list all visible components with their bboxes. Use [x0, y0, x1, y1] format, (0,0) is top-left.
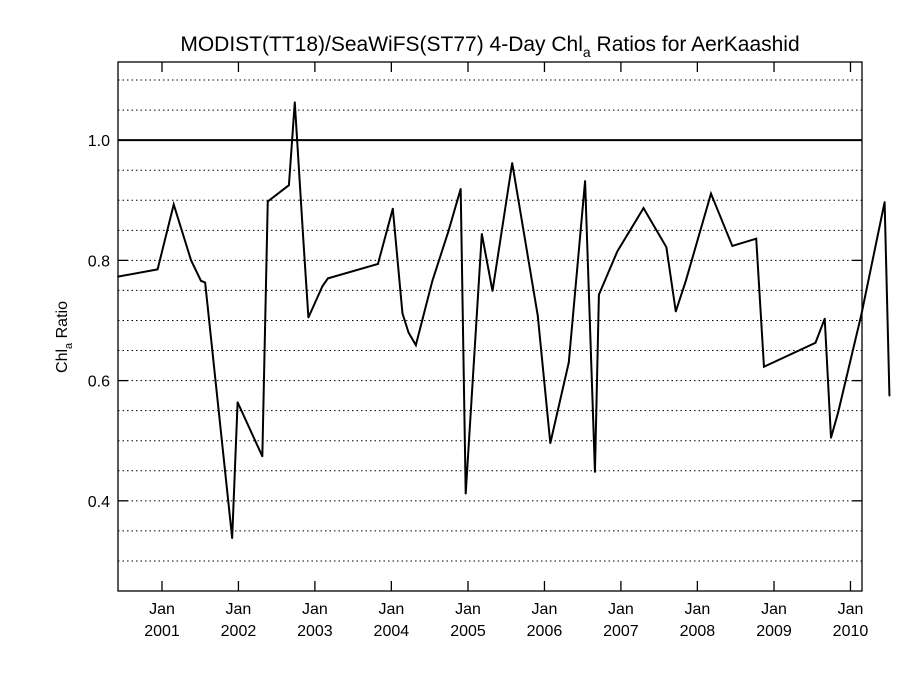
data-point	[823, 317, 826, 320]
x-tick-label-month: Jan	[226, 601, 252, 618]
data-point	[567, 361, 570, 364]
y-tick-label: 0.4	[88, 494, 110, 511]
data-point	[883, 201, 886, 203]
chart-title-subscript: a	[583, 44, 591, 60]
data-point	[156, 268, 159, 271]
x-tick-label-year: 2004	[374, 623, 410, 640]
x-tick-label-year: 2002	[221, 623, 257, 640]
data-point	[674, 310, 677, 313]
data-point	[616, 250, 619, 253]
x-tick-label-month: Jan	[608, 601, 634, 618]
x-tick-label-month: Jan	[378, 601, 404, 618]
data-point	[236, 401, 239, 404]
x-tick-label-month: Jan	[302, 601, 328, 618]
data-point	[814, 341, 817, 344]
x-tick-label-year: 2003	[297, 623, 333, 640]
data-point	[190, 259, 193, 262]
data-point	[307, 316, 310, 319]
data-point	[491, 290, 494, 292]
data-point	[414, 344, 417, 347]
x-tick-label-month: Jan	[532, 601, 558, 618]
data-point	[584, 180, 586, 182]
data-point	[464, 492, 467, 495]
data-point	[293, 101, 296, 104]
x-tick-label-year: 2007	[603, 623, 639, 640]
y-axis-label-rest: Ratio	[54, 301, 71, 343]
data-points	[117, 101, 891, 539]
x-tick-label-month: Jan	[684, 601, 710, 618]
grid-lines	[118, 79, 862, 562]
data-point	[200, 279, 202, 282]
x-tick-label-year: 2010	[833, 623, 869, 640]
chart-title: MODIST(TT18)/SeaWiFS(ST77) 4-Day Chla Ra…	[180, 33, 799, 60]
data-point	[763, 365, 765, 368]
data-point	[755, 237, 758, 240]
axes	[117, 61, 863, 592]
y-axis-label: Chla Ratio	[54, 301, 75, 373]
data-point	[459, 187, 462, 190]
data-point	[172, 203, 175, 206]
chart-title-rest: Ratios for AerKaashid	[591, 33, 800, 56]
data-point	[326, 277, 329, 280]
chart-title-main: MODIST(TT18)/SeaWiFS(ST77) 4-Day Chl	[180, 33, 583, 56]
data-point	[302, 239, 305, 242]
y-axis-label-subscript: a	[63, 342, 75, 349]
data-point	[401, 312, 404, 315]
series-lines	[117, 102, 891, 539]
data-point	[710, 192, 712, 195]
x-tick-label-year: 2008	[680, 623, 716, 640]
x-tick-label-year: 2001	[144, 623, 180, 640]
y-tick-label: 1.0	[88, 133, 110, 150]
data-point	[536, 314, 539, 317]
data-point	[684, 279, 687, 282]
data-point	[480, 233, 483, 235]
data-point	[431, 279, 434, 282]
x-tick-label-year: 2006	[527, 623, 563, 640]
y-tick-label: 0.8	[88, 253, 110, 270]
data-point	[888, 394, 891, 397]
data-point	[288, 184, 290, 187]
data-point	[665, 246, 668, 249]
data-point	[642, 207, 645, 209]
tick-labels: 0.4 0.6 0.8 1.0 Jan 2001 Jan 2002 Jan 2003 Jan 2004…	[88, 133, 869, 640]
data-point	[261, 455, 264, 458]
y-tick-label: 0.6	[88, 374, 110, 391]
data-point	[266, 200, 269, 203]
data-point	[447, 230, 450, 232]
x-tick-label-month: Jan	[149, 601, 175, 618]
data-point	[731, 245, 734, 247]
x-tick-label-year: 2009	[756, 623, 792, 640]
data-point	[837, 411, 840, 414]
plot-frame	[117, 61, 863, 592]
x-tick-label-month: Jan	[761, 601, 787, 618]
data-point	[549, 442, 552, 445]
series-line-1	[117, 102, 891, 539]
data-point	[407, 331, 410, 334]
x-tick-label-month: Jan	[455, 601, 481, 618]
data-point	[321, 285, 324, 288]
data-point	[511, 162, 514, 164]
data-point	[231, 537, 234, 539]
data-point	[204, 281, 207, 284]
data-point	[598, 293, 600, 296]
x-tick-label-year: 2005	[450, 623, 486, 640]
y-axis-label-main: Chl	[54, 349, 71, 373]
x-tick-label-month: Jan	[838, 601, 864, 618]
data-point	[594, 471, 596, 473]
data-point	[377, 263, 379, 265]
data-point	[830, 436, 832, 439]
data-point	[391, 207, 394, 210]
